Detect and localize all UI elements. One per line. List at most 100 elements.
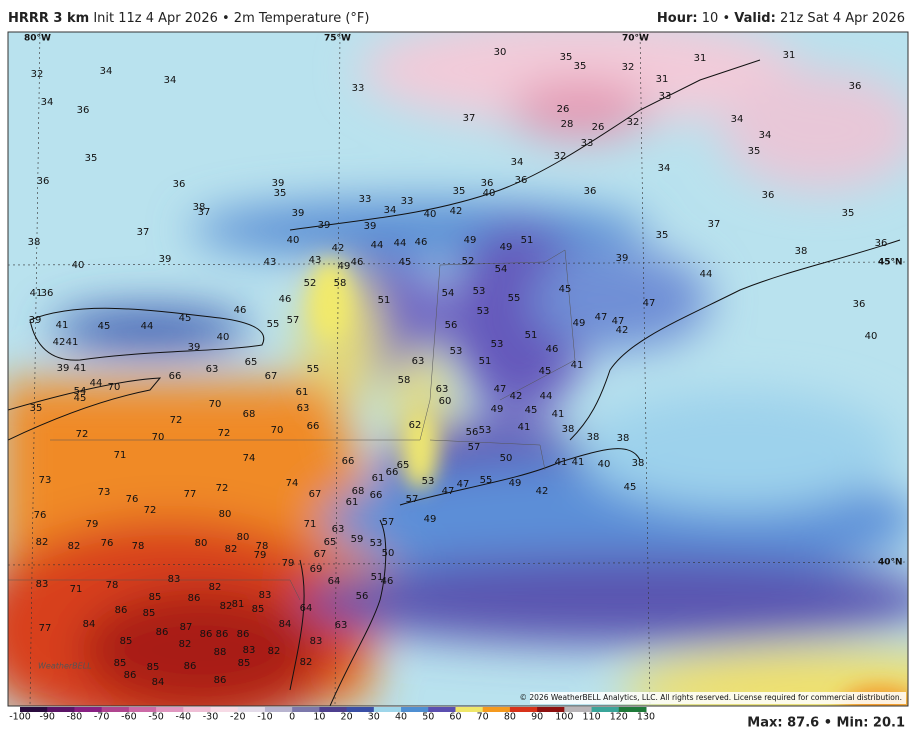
temp-label: 86	[184, 661, 197, 672]
temp-label: 40	[424, 209, 437, 220]
temp-label: 85	[147, 662, 160, 673]
temp-label: 39	[292, 208, 305, 219]
temp-label: 53	[450, 346, 463, 357]
temp-label: 35	[85, 153, 98, 164]
temp-label: 82	[68, 541, 81, 552]
temp-label: 72	[144, 505, 157, 516]
copyright-bg	[530, 692, 906, 704]
temp-label: 39	[188, 342, 201, 353]
header-left: HRRR 3 km Init 11z 4 Apr 2026 • 2m Tempe…	[8, 11, 369, 26]
temp-label: 78	[106, 580, 119, 591]
colorbar-segment	[428, 707, 456, 712]
stats: Max: 87.6 • Min: 20.1	[747, 716, 905, 731]
temp-label: 44	[90, 378, 103, 389]
temp-label: 47	[442, 486, 455, 497]
temp-label: 41	[74, 363, 87, 374]
temp-label: 49	[338, 261, 351, 272]
colorbar-segment	[183, 707, 212, 712]
temp-label: 40	[72, 260, 85, 271]
temp-label: 37	[463, 113, 476, 124]
colorbar-segment	[237, 707, 266, 712]
temp-label: 86	[200, 629, 213, 640]
temp-label: 45	[179, 313, 192, 324]
temp-label: 37	[708, 219, 721, 230]
temp-label: 39	[159, 254, 172, 265]
temp-label: 26	[592, 122, 605, 133]
temp-label: 70	[271, 425, 284, 436]
colorbar-tick-label: -90	[39, 712, 55, 723]
temp-label: 46	[546, 344, 559, 355]
temp-label: 36	[37, 176, 50, 187]
temp-label: 57	[468, 442, 481, 453]
temp-label: 63	[206, 364, 219, 375]
temp-label: 78	[132, 541, 145, 552]
temp-label: 35	[560, 52, 573, 63]
colorbar-tick-label: -70	[94, 712, 110, 723]
temp-label: 35	[274, 188, 287, 199]
borders	[8, 249, 576, 601]
temp-label: 54	[74, 386, 87, 397]
temp-label: 79	[86, 519, 99, 530]
temp-label: 82	[268, 646, 281, 657]
temp-label: 72	[76, 429, 89, 440]
temp-label: 53	[477, 306, 490, 317]
temp-label: 54	[495, 264, 508, 275]
temp-label: 49	[464, 235, 477, 246]
temp-label: 45	[399, 257, 412, 268]
temp-label: 74	[243, 453, 256, 464]
colorbar-segment	[482, 707, 511, 712]
colorbar-tick-label: 0	[289, 712, 295, 723]
temp-label: 53	[479, 425, 492, 436]
temperature-field	[8, 32, 908, 706]
temp-label: 58	[398, 375, 411, 386]
temp-label: 49	[573, 318, 586, 329]
lat-lon-grid	[8, 32, 908, 706]
colorbar-segment	[74, 707, 103, 712]
temp-label: 86	[237, 629, 250, 640]
temp-label: 71	[304, 519, 317, 530]
temp-label: 63	[332, 524, 345, 535]
temp-label: 78	[256, 541, 269, 552]
temp-label: 86	[115, 605, 128, 616]
temp-label: 73	[39, 475, 52, 486]
temp-label: 70	[209, 399, 222, 410]
temp-label: 42	[53, 337, 66, 348]
temp-label: 36	[173, 179, 186, 190]
temp-label: 49	[491, 404, 504, 415]
temp-label: 30	[494, 47, 507, 58]
temp-label: 87	[180, 622, 193, 633]
temp-label: 83	[259, 590, 272, 601]
temp-label: 86	[124, 670, 137, 681]
temp-label: 81	[232, 599, 245, 610]
temp-label: 88	[214, 647, 227, 658]
temp-label: 68	[352, 486, 365, 497]
colorbar-tick-label: 100	[555, 712, 573, 723]
temp-label: 85	[252, 604, 265, 615]
temp-label: 41	[571, 360, 584, 371]
temp-label: 52	[304, 278, 317, 289]
coastlines	[8, 59, 901, 706]
separator: •	[722, 11, 730, 26]
temp-label: 36	[481, 178, 494, 189]
temp-label: 42	[510, 391, 523, 402]
colorbar-tick-label: -20	[230, 712, 246, 723]
temp-label: 33	[581, 138, 594, 149]
temp-label: 32	[554, 151, 567, 162]
temp-label: 41	[518, 422, 531, 433]
temp-label: 63	[335, 620, 348, 631]
temp-label: 39	[616, 253, 629, 264]
model: HRRR 3 km	[8, 11, 89, 26]
temp-label: 39	[364, 221, 377, 232]
temp-label: 68	[243, 409, 256, 420]
temp-label: 74	[286, 478, 299, 489]
temp-label: 55	[307, 364, 320, 375]
temp-label: 63	[436, 384, 449, 395]
temp-label: 35	[574, 61, 587, 72]
colorbar-segment	[20, 707, 48, 712]
temp-label: 53	[473, 286, 486, 297]
temp-label: 80	[195, 538, 208, 549]
temp-label: 47	[494, 384, 507, 395]
temp-label: 44	[700, 269, 713, 280]
temp-label: 33	[352, 83, 365, 94]
